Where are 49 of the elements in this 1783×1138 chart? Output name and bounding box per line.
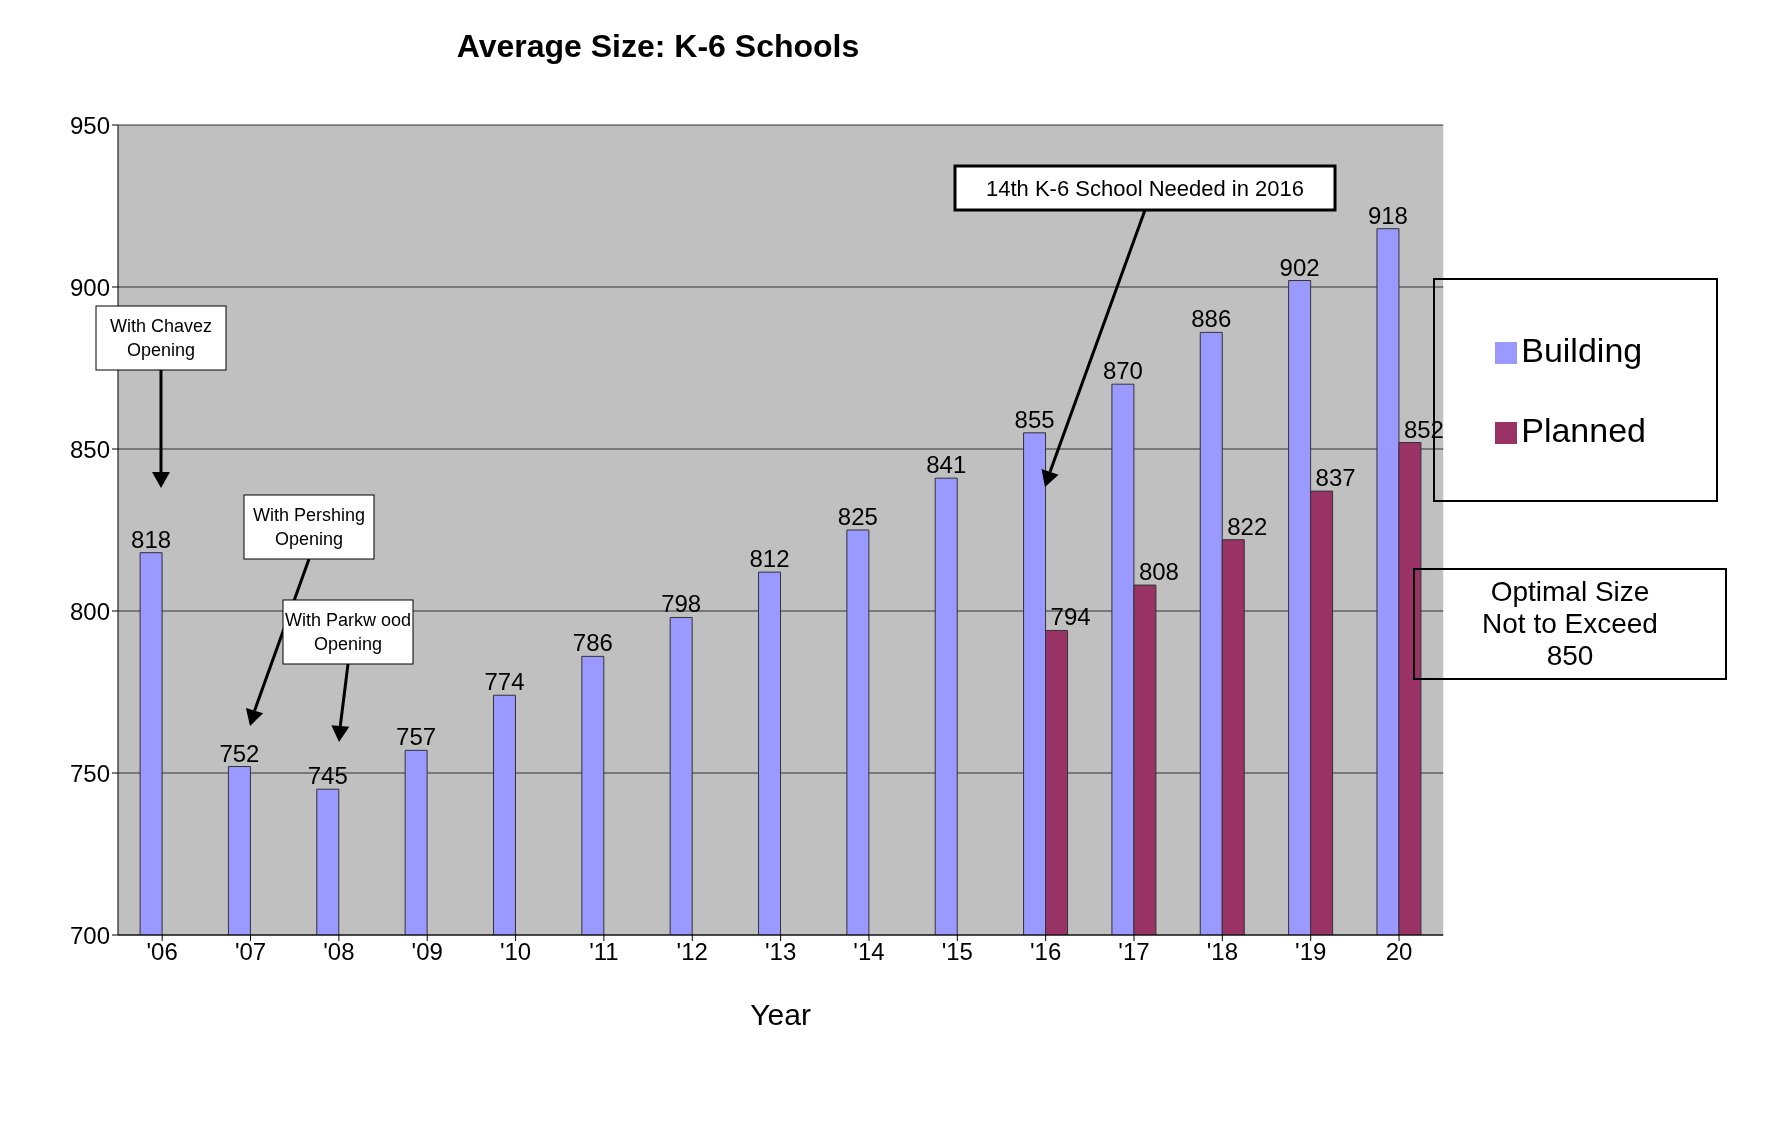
x-tick-label: '16 [1030,938,1062,966]
data-label: 794 [1050,603,1091,631]
data-label: 822 [1227,512,1268,540]
data-label: 786 [572,629,613,657]
annotation: With Parkw ood Opening [284,610,412,654]
data-label: 818 [131,525,172,553]
x-tick-label: '18 [1206,938,1238,966]
x-tick-label: '19 [1295,938,1327,966]
x-tick-label: '09 [411,938,443,966]
legend-label: Planned [1521,411,1646,449]
y-tick-label: 850 [69,435,110,463]
chart-title: Average Size: K-6 Schools [455,27,861,65]
annotation: With Chavez Opening [109,316,213,360]
text: Optimal Size Not to Exceed 850 [1481,576,1659,672]
x-tick-label: 20 [1385,938,1413,966]
data-label: 886 [1191,305,1232,333]
x-tick-label: '12 [676,938,708,966]
annotation: With Pershing Opening [252,505,366,549]
data-label: 870 [1102,357,1143,385]
data-label: 837 [1315,464,1356,492]
data-label: 752 [219,739,260,767]
legend-label: Building [1521,331,1643,369]
data-label: 841 [926,451,967,479]
data-label: 757 [396,723,437,751]
x-tick-label: '17 [1118,938,1150,966]
x-tick-label: '11 [589,938,619,966]
y-tick-label: 800 [69,597,110,625]
data-label: 798 [661,590,702,618]
x-tick-label: '07 [234,938,267,966]
x-tick-label: '06 [146,938,178,966]
data-label: 918 [1367,201,1408,229]
data-label: 745 [307,762,348,790]
x-axis-title: Year [750,998,811,1031]
y-tick-label: 700 [69,921,110,949]
y-tick-label: 750 [69,759,110,787]
data-label: 825 [837,503,878,530]
data-label: 808 [1138,558,1179,586]
x-tick-label: '15 [941,938,973,966]
x-tick-label: '08 [323,938,355,966]
data-label: 774 [484,668,525,696]
annotation: 14th K-6 School Needed in 2016 [985,176,1305,201]
x-tick-label: '13 [764,938,797,966]
y-tick-label: 950 [69,111,110,139]
x-tick-label: '14 [853,938,885,966]
x-tick-label: '10 [499,938,532,966]
y-tick-label: 900 [69,273,110,301]
data-label: 812 [749,545,790,573]
data-label: 855 [1014,405,1055,433]
data-label: 902 [1279,253,1320,281]
